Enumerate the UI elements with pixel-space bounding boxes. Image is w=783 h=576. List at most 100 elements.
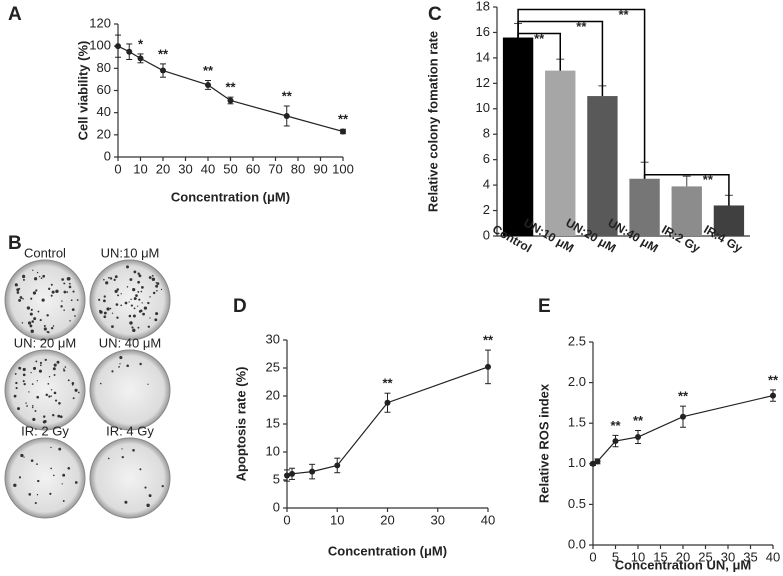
colony — [52, 325, 55, 327]
colony — [109, 307, 112, 310]
data-point — [205, 81, 211, 88]
colony — [28, 391, 30, 393]
colony — [72, 397, 75, 400]
colony — [37, 310, 40, 313]
y-tick-label: 10 — [266, 443, 280, 458]
colony — [67, 466, 71, 470]
x-tick-label: 60 — [246, 161, 260, 176]
colony — [103, 278, 105, 281]
x-axis-label: Concentration (μM) — [171, 189, 290, 204]
x-tick-label: 80 — [291, 161, 305, 176]
colony — [21, 322, 24, 324]
colony — [156, 289, 158, 292]
colony — [76, 299, 79, 301]
x-axis-label: Concentration UN, μM — [615, 557, 752, 572]
colony — [149, 317, 151, 319]
colony — [113, 278, 116, 281]
colony — [152, 291, 156, 295]
colony — [160, 288, 163, 291]
x-tick-label: 90 — [313, 161, 327, 176]
x-tick-label: 30 — [721, 549, 735, 564]
bar — [545, 70, 576, 236]
colony — [139, 309, 143, 313]
data-point — [680, 413, 686, 420]
x-tick-label: 0 — [589, 549, 596, 564]
colony — [148, 494, 152, 498]
colony — [74, 481, 78, 484]
colony — [40, 277, 43, 279]
colony — [48, 287, 51, 291]
bar — [587, 96, 618, 236]
data-point — [309, 468, 316, 475]
dish — [89, 437, 171, 519]
colony — [34, 501, 37, 505]
data-point — [284, 472, 290, 479]
colony — [103, 311, 107, 315]
y-tick-label: 1.0 — [568, 455, 586, 470]
colony — [22, 380, 25, 383]
significance-label: ** — [678, 389, 689, 404]
data-point — [770, 392, 776, 399]
colony — [111, 370, 114, 373]
significance-label: ** — [610, 418, 621, 433]
data-point — [612, 438, 619, 445]
colony — [151, 277, 156, 281]
colony — [63, 369, 66, 372]
x-tick-label: 70 — [268, 161, 282, 176]
y-tick-label: 0 — [104, 148, 111, 163]
data-point — [289, 470, 296, 477]
colony — [45, 393, 48, 397]
dish-caption: Control — [24, 245, 66, 260]
colony — [133, 307, 136, 310]
bar — [671, 186, 702, 236]
colony — [137, 280, 140, 284]
data-point — [590, 460, 596, 467]
colony — [119, 356, 123, 360]
colony — [66, 291, 69, 293]
significance-label: ** — [225, 80, 236, 95]
colony — [32, 291, 37, 295]
colony — [74, 315, 76, 317]
y-tick-label: 30 — [266, 331, 280, 346]
significance-label: ** — [203, 63, 214, 78]
y-tick-label: 6 — [483, 151, 490, 166]
colony — [56, 360, 60, 364]
dish — [4, 349, 86, 431]
colony — [33, 317, 37, 321]
panel-letter: D — [233, 296, 247, 317]
colony — [130, 298, 132, 301]
significance-label: * — [138, 36, 144, 51]
significance-label: ** — [483, 333, 494, 348]
colony — [138, 274, 142, 278]
colony — [137, 272, 140, 275]
colony — [19, 296, 23, 299]
colony — [142, 312, 145, 316]
colony — [27, 321, 32, 325]
colony — [50, 389, 53, 391]
x-tick-label: 50 — [223, 161, 237, 176]
colony — [139, 362, 142, 366]
colony — [126, 286, 129, 288]
data-point — [126, 48, 133, 55]
colony — [71, 381, 75, 385]
colony — [147, 325, 150, 328]
colony — [62, 500, 65, 502]
colony — [69, 320, 71, 322]
dish-caption: UN:10 μM — [101, 245, 160, 260]
data-point — [227, 97, 234, 104]
x-tick-label: 0 — [283, 512, 290, 527]
x-tick-label: 20 — [156, 161, 170, 176]
panel-letter: E — [538, 296, 551, 317]
colony — [43, 327, 47, 331]
colony — [22, 278, 25, 281]
data-point — [283, 112, 290, 119]
colony — [30, 459, 34, 462]
panel-letter: B — [8, 233, 22, 254]
colony — [35, 360, 38, 363]
colony — [13, 394, 17, 398]
colony — [103, 299, 106, 303]
dish — [89, 259, 171, 341]
significance-label: ** — [382, 376, 393, 391]
colony — [31, 320, 34, 323]
x-tick-label: 40 — [766, 549, 780, 564]
